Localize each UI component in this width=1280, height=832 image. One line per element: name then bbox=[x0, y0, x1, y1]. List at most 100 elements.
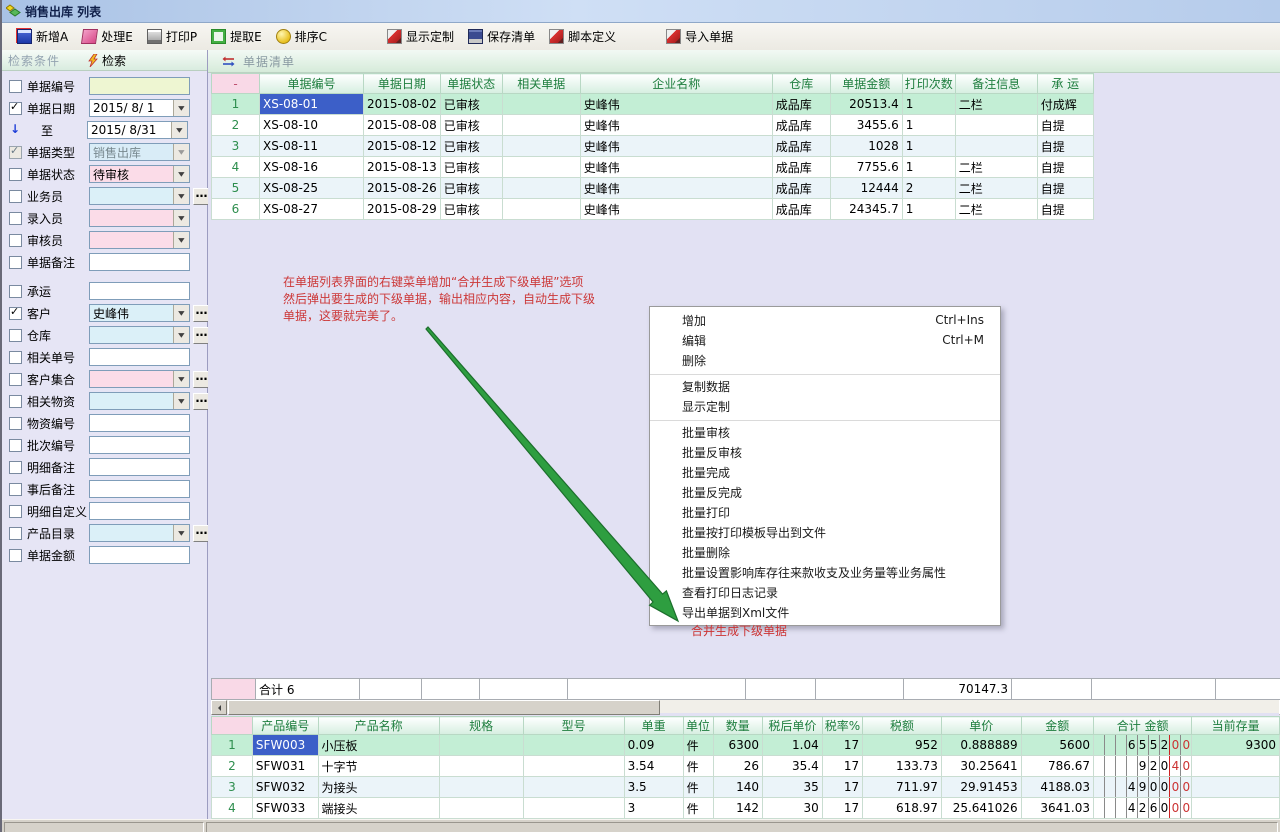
col-header-unit-weight[interactable]: 单重 bbox=[623, 716, 684, 735]
dropdown-arrow-icon[interactable] bbox=[173, 393, 189, 409]
order-warehouse-cell[interactable]: 成品库 bbox=[771, 177, 831, 199]
order-prints-cell[interactable]: 1 bbox=[901, 114, 956, 136]
ellipsis-button[interactable]: … bbox=[193, 326, 210, 344]
order-prints-cell[interactable]: 1 bbox=[901, 156, 956, 178]
order-prints-cell[interactable]: 1 bbox=[901, 93, 956, 115]
menu-item[interactable]: 删除 bbox=[650, 350, 1000, 370]
ellipsis-button[interactable]: … bbox=[193, 304, 210, 322]
filter-checkbox[interactable] bbox=[9, 526, 22, 540]
scrollbar-thumb[interactable] bbox=[228, 700, 660, 715]
col-header-product-name[interactable]: 产品名称 bbox=[317, 716, 440, 735]
menu-item[interactable]: 显示定制 bbox=[650, 396, 1000, 416]
filter-checkbox[interactable] bbox=[9, 122, 20, 136]
product-name-cell[interactable]: 端接头 bbox=[317, 797, 440, 819]
stock-cell[interactable]: 9300 bbox=[1191, 734, 1280, 756]
total-amount-cell[interactable]: 4 9 0 0 0 0 bbox=[1092, 776, 1193, 798]
unit-weight-cell[interactable]: 3 bbox=[623, 797, 684, 819]
spec-cell[interactable] bbox=[438, 797, 524, 819]
filter-field[interactable] bbox=[89, 370, 190, 388]
order-carrier-cell[interactable]: 自提 bbox=[1036, 135, 1094, 157]
order-company-cell[interactable]: 史峰伟 bbox=[579, 135, 773, 157]
ellipsis-button[interactable]: … bbox=[193, 524, 210, 542]
filter-field[interactable]: 销售出库 bbox=[89, 143, 190, 161]
dropdown-arrow-icon[interactable] bbox=[171, 122, 187, 138]
order-amount-cell[interactable]: 20513.4 bbox=[829, 93, 903, 115]
order-amount-cell[interactable]: 7755.6 bbox=[829, 156, 903, 178]
search-button[interactable]: 检索 bbox=[88, 52, 126, 69]
filter-field[interactable]: 待审核 bbox=[89, 165, 190, 183]
menu-item[interactable]: 批量反完成 bbox=[650, 482, 1000, 502]
detail-row[interactable]: 2 SFW031 十字节 3.54 件 26 35.4 17 133.73 30… bbox=[211, 755, 1280, 777]
filter-checkbox[interactable] bbox=[9, 372, 22, 386]
menu-item[interactable]: 批量删除 bbox=[650, 542, 1000, 562]
order-warehouse-cell[interactable]: 成品库 bbox=[771, 93, 831, 115]
menu-item-merge-generate[interactable]: 合并生成下级单据 bbox=[691, 624, 788, 638]
filter-field[interactable] bbox=[89, 414, 190, 432]
col-header-related[interactable]: 相关单据 bbox=[501, 73, 581, 94]
order-id-cell[interactable]: XS-08-16 bbox=[259, 156, 364, 178]
filter-field[interactable]: 2015/ 8/31 bbox=[87, 121, 188, 139]
filter-checkbox[interactable] bbox=[9, 100, 22, 115]
col-header-warehouse[interactable]: 仓库 bbox=[771, 73, 831, 94]
col-header-model[interactable]: 型号 bbox=[522, 716, 625, 735]
order-related-cell[interactable] bbox=[501, 135, 581, 157]
filter-checkbox[interactable] bbox=[9, 350, 22, 364]
filter-checkbox[interactable] bbox=[9, 328, 22, 342]
filter-checkbox[interactable] bbox=[9, 504, 22, 518]
filter-checkbox[interactable] bbox=[9, 189, 22, 203]
tax-rate-cell[interactable]: 17 bbox=[821, 734, 864, 756]
order-row[interactable]: 1 XS-08-01 2015-08-02 已审核 史峰伟 成品库 20513.… bbox=[211, 93, 1094, 115]
toolbar-button[interactable]: 显示定制 bbox=[380, 25, 461, 48]
taxed-price-cell[interactable]: 1.04 bbox=[762, 734, 823, 756]
col-header-tax-rate[interactable]: 税率% bbox=[821, 716, 864, 735]
dropdown-arrow-icon[interactable] bbox=[173, 166, 189, 182]
order-note-cell[interactable]: 二栏 bbox=[954, 156, 1038, 178]
col-header-product-code[interactable]: 产品编号 bbox=[251, 716, 319, 735]
menu-item[interactable]: 复制数据 bbox=[650, 374, 1000, 396]
order-id-cell[interactable]: XS-08-11 bbox=[259, 135, 364, 157]
filter-checkbox[interactable] bbox=[9, 305, 22, 320]
tax-rate-cell[interactable]: 17 bbox=[821, 776, 864, 798]
unit-cell[interactable]: 件 bbox=[682, 776, 714, 798]
filter-field[interactable] bbox=[89, 546, 190, 564]
menu-item[interactable]: 增加 Ctrl+Ins bbox=[650, 310, 1000, 330]
total-amount-cell[interactable]: 6 5 5 2 0 0 bbox=[1092, 734, 1193, 756]
filter-checkbox[interactable] bbox=[9, 144, 22, 159]
filter-checkbox[interactable] bbox=[9, 460, 22, 474]
filter-checkbox[interactable] bbox=[9, 416, 22, 430]
order-amount-cell[interactable]: 1028 bbox=[829, 135, 903, 157]
order-note-cell[interactable]: 二栏 bbox=[954, 177, 1038, 199]
unit-weight-cell[interactable]: 0.09 bbox=[623, 734, 684, 756]
dropdown-arrow-icon[interactable] bbox=[173, 100, 189, 116]
col-header-unit[interactable]: 单位 bbox=[682, 716, 714, 735]
scrollbar-track[interactable] bbox=[660, 700, 1279, 713]
filter-field[interactable] bbox=[89, 392, 190, 410]
order-id-cell[interactable]: XS-08-25 bbox=[259, 177, 364, 199]
price-cell[interactable]: 30.25641 bbox=[940, 755, 1022, 777]
dropdown-arrow-icon[interactable] bbox=[173, 188, 189, 204]
col-header-company[interactable]: 企业名称 bbox=[579, 73, 773, 94]
filter-field[interactable] bbox=[89, 253, 190, 271]
filter-field[interactable] bbox=[89, 480, 190, 498]
order-note-cell[interactable]: 二栏 bbox=[954, 198, 1038, 220]
dropdown-arrow-icon[interactable] bbox=[173, 327, 189, 343]
qty-cell[interactable]: 26 bbox=[712, 755, 764, 777]
filter-field[interactable] bbox=[89, 502, 190, 520]
filter-field[interactable] bbox=[89, 458, 190, 476]
dropdown-arrow-icon[interactable] bbox=[173, 305, 189, 321]
col-header-date[interactable]: 单据日期 bbox=[363, 73, 441, 94]
filter-checkbox[interactable] bbox=[9, 284, 22, 298]
col-header-status[interactable]: 单据状态 bbox=[439, 73, 503, 94]
order-warehouse-cell[interactable]: 成品库 bbox=[771, 198, 831, 220]
product-code-cell[interactable]: SFW032 bbox=[251, 776, 319, 798]
unit-weight-cell[interactable]: 3.5 bbox=[623, 776, 684, 798]
order-date-cell[interactable]: 2015-08-29 bbox=[363, 198, 441, 220]
toolbar-button[interactable]: 排序C bbox=[269, 25, 334, 48]
model-cell[interactable] bbox=[522, 776, 625, 798]
order-status-cell[interactable]: 已审核 bbox=[439, 177, 503, 199]
col-header-prints[interactable]: 打印次数 bbox=[901, 73, 956, 94]
filter-checkbox[interactable] bbox=[9, 167, 22, 181]
toolbar-button[interactable]: 保存清单 bbox=[461, 25, 542, 48]
filter-checkbox[interactable] bbox=[9, 394, 22, 408]
order-status-cell[interactable]: 已审核 bbox=[439, 135, 503, 157]
